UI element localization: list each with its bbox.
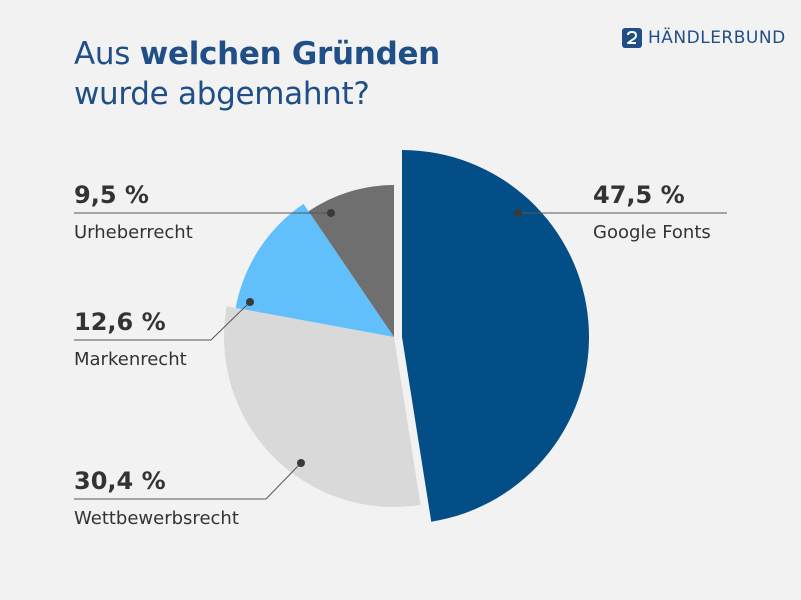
pct-google-fonts: 47,5 %: [593, 181, 685, 209]
handlerbund-logo-icon: [622, 28, 642, 48]
callout-dot-google-fonts: [514, 209, 522, 217]
callout-dot-urheberrecht: [327, 209, 335, 217]
label-urheberrecht: Urheberrecht: [74, 222, 193, 243]
slice-wettbewerbsrecht: [223, 306, 421, 507]
callout-line-wettbewerbsrecht: [74, 462, 302, 500]
callout-dot-markenrecht: [246, 298, 254, 306]
title-line-1: Aus welchen Gründen: [74, 34, 440, 74]
label-markenrecht: Markenrecht: [74, 349, 187, 370]
pie-slices: [223, 150, 589, 522]
handlerbund-logo: HÄNDLERBUND: [622, 28, 786, 48]
logo-text: HÄNDLERBUND: [648, 28, 786, 48]
callout-line-markenrecht: [74, 301, 251, 341]
slice-urheberrecht: [308, 185, 394, 337]
title-bold: welchen Gründen: [139, 36, 441, 72]
slice-markenrecht: [235, 203, 394, 337]
callouts: 47,5 % Google Fonts 9,5 % Urheberrecht 1…: [74, 181, 727, 529]
pct-wettbewerbsrecht: 30,4 %: [74, 467, 166, 495]
label-google-fonts: Google Fonts: [593, 222, 711, 243]
title-prefix: Aus: [74, 36, 140, 72]
title-line-2: wurde abgemahnt?: [74, 76, 370, 112]
pct-markenrecht: 12,6 %: [74, 308, 166, 336]
pct-urheberrecht: 9,5 %: [74, 181, 149, 209]
label-wettbewerbsrecht: Wettbewerbsrecht: [74, 508, 239, 529]
chart-title: Aus welchen Gründen wurde abgemahnt?: [74, 34, 440, 114]
callout-dot-wettbewerbsrecht: [297, 459, 305, 467]
slice-google-fonts: [402, 150, 589, 522]
